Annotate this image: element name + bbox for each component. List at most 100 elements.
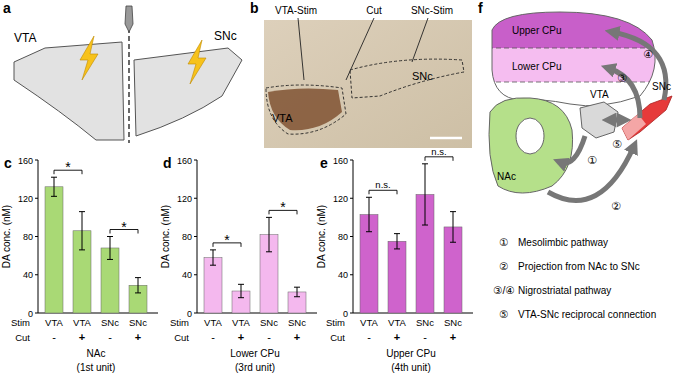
error-cap: [366, 231, 372, 232]
tick-label: 120: [18, 194, 33, 204]
subtitle: (4th unit): [391, 362, 430, 373]
significance: *: [269, 199, 297, 215]
figure: aVTASNcbVTA-StimCutSNc-StimSNcVTAcDA con…: [0, 0, 687, 380]
cut-label: -: [108, 331, 112, 343]
tick-label: 80: [182, 232, 192, 242]
error-line: [110, 237, 111, 260]
divider: [488, 48, 668, 49]
pathway-arrow: [548, 146, 634, 200]
category-label: SNc: [101, 317, 119, 328]
error-line: [241, 284, 242, 297]
error-bar: [210, 250, 216, 265]
cpu-bands: [488, 8, 668, 82]
panel-label: f: [478, 0, 483, 16]
error-line: [297, 287, 298, 297]
significance-label: *: [280, 199, 286, 215]
pointer: [346, 18, 374, 80]
error-bar: [450, 212, 456, 243]
error-cap: [51, 177, 57, 178]
axis-title: DA conc. (nM): [1, 205, 12, 268]
error-cap: [107, 259, 113, 260]
nac-hole: [516, 118, 544, 154]
error-cap: [450, 242, 456, 243]
error-cap: [266, 251, 272, 252]
error-cap: [394, 248, 400, 249]
tick: [350, 313, 353, 314]
error-cap: [294, 287, 300, 288]
error-bar: [238, 284, 244, 297]
error-cap: [294, 296, 300, 297]
vta-shape: [14, 42, 124, 140]
arrow-label: ④: [643, 48, 653, 60]
significance: n.s.: [425, 146, 453, 161]
error-cap: [366, 197, 372, 198]
cut-label: +: [135, 331, 141, 343]
cut-label: +: [238, 331, 244, 343]
significance: n.s.: [369, 179, 397, 194]
tick: [194, 160, 197, 161]
region-label: Upper CPu: [512, 25, 561, 36]
tick-label: 40: [182, 270, 192, 280]
category-label: SNc: [444, 317, 462, 328]
error-bar: [135, 278, 141, 293]
significance: *: [110, 219, 138, 235]
row-label: Cut: [330, 332, 345, 343]
category-label: VTA: [73, 317, 91, 328]
bar: [204, 258, 222, 313]
legend-text: Mesolimbic pathway: [518, 237, 608, 248]
error-cap: [238, 284, 244, 285]
cut-label: +: [79, 331, 85, 343]
cut-label: -: [211, 331, 215, 343]
error-bar: [107, 237, 113, 260]
snc-shape: [134, 48, 242, 136]
tick-label: 40: [23, 270, 33, 280]
tick: [35, 198, 38, 199]
tick-label: 160: [333, 156, 348, 166]
scalpel: [125, 6, 133, 32]
error-bar: [294, 287, 300, 297]
bar: [45, 187, 63, 313]
category-label: VTA: [232, 317, 250, 328]
region-label: VTA: [14, 31, 36, 45]
significance-label: n.s.: [375, 179, 390, 190]
significance-label: *: [224, 232, 230, 248]
tick: [35, 160, 38, 161]
category-label: VTA: [360, 317, 378, 328]
significance: *: [213, 232, 241, 248]
pathway-arrow: [560, 136, 585, 163]
diagram: f①②③④⑤Upper CPuLower CPuVTASNcNAc①Mesoli…: [478, 0, 672, 320]
region-label: Lower CPu: [512, 61, 561, 72]
label: SNc: [412, 70, 433, 82]
arrow-label: ①: [587, 154, 597, 166]
bracket: [369, 190, 397, 194]
row-label: Cut: [15, 332, 30, 343]
error-line: [425, 164, 426, 225]
tick-label: 160: [177, 156, 192, 166]
cut-label: +: [294, 331, 300, 343]
error-line: [138, 278, 139, 293]
error-cap: [422, 163, 428, 164]
error-line: [213, 250, 214, 265]
legend-text: Nigrostriatal pathway: [518, 285, 611, 296]
legend-text: Projection from NAc to SNc: [518, 261, 640, 272]
tick: [194, 198, 197, 199]
tick-label: 40: [338, 270, 348, 280]
error-line: [453, 212, 454, 243]
tick: [350, 198, 353, 199]
cut-label: -: [52, 331, 56, 343]
tick: [194, 274, 197, 275]
chart-d: dDA conc. (nM)04080120160VTA-VTA+SNc-SNc…: [160, 155, 317, 373]
significance-label: *: [121, 219, 127, 235]
error-cap: [51, 196, 57, 197]
row-label: Stim: [326, 317, 345, 328]
error-cap: [210, 249, 216, 250]
error-line: [369, 197, 370, 231]
bracket: [425, 157, 453, 161]
tick: [35, 274, 38, 275]
panel-label: c: [4, 155, 12, 171]
stim-bolt-snc: [188, 40, 206, 84]
panel-label: a: [3, 0, 11, 16]
tick: [35, 313, 38, 314]
category-label: VTA: [45, 317, 63, 328]
row-label: Stim: [170, 317, 189, 328]
